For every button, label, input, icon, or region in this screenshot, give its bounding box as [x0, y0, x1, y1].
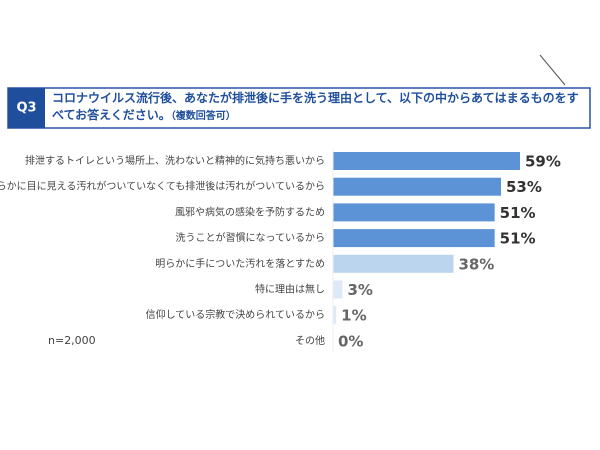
question-text: コロナウイルス流行後、あなたが排泄後に手を洗う理由として、以下の中からあてはまる… — [52, 91, 579, 122]
category-label: その他 — [295, 334, 325, 347]
category-label: 信仰している宗教で決められているから — [146, 308, 325, 321]
bar — [333, 203, 495, 222]
question-note: （複数回答可） — [170, 111, 236, 122]
category-label: 明らかに手についた汚れを落とすため — [155, 257, 325, 270]
bar — [333, 254, 454, 273]
category-label: 風邪や病気の感染を予防するため — [175, 205, 325, 218]
sample-size: n=2,000 — [48, 334, 96, 347]
bar — [333, 229, 495, 248]
category-label: 排泄するトイレという場所上、洗わないと精神的に気持ち悪いから — [25, 154, 325, 167]
category-label: 洗うことが習慣になっているから — [176, 231, 326, 244]
value-label: 59% — [525, 153, 561, 171]
bar — [333, 280, 343, 299]
value-label: 38% — [458, 255, 494, 273]
value-label: 0% — [338, 332, 363, 350]
decoration-line — [539, 54, 566, 86]
value-label: 51% — [500, 204, 536, 222]
category-label: 特に理由は無し — [255, 283, 325, 296]
bar — [333, 152, 520, 170]
bar — [333, 177, 501, 196]
value-label: 1% — [341, 307, 366, 325]
question-number: Q3 — [16, 101, 36, 116]
category-label: 明らかに目に見える汚れがついていなくても排泄後は汚れがついているから — [0, 180, 325, 193]
question: コロナウイルス流行後、あなたが排泄後に手を洗う理由として、以下の中からあてはまる… — [52, 90, 588, 125]
value-label: 51% — [500, 230, 536, 248]
bar — [333, 306, 337, 325]
question-badge — [8, 88, 45, 128]
value-label: 53% — [506, 178, 542, 196]
value-label: 3% — [348, 281, 373, 299]
question-wrap: コロナウイルス流行後、あなたが排泄後に手を洗う理由として、以下の中からあてはまる… — [52, 90, 588, 125]
header-box — [7, 87, 591, 129]
